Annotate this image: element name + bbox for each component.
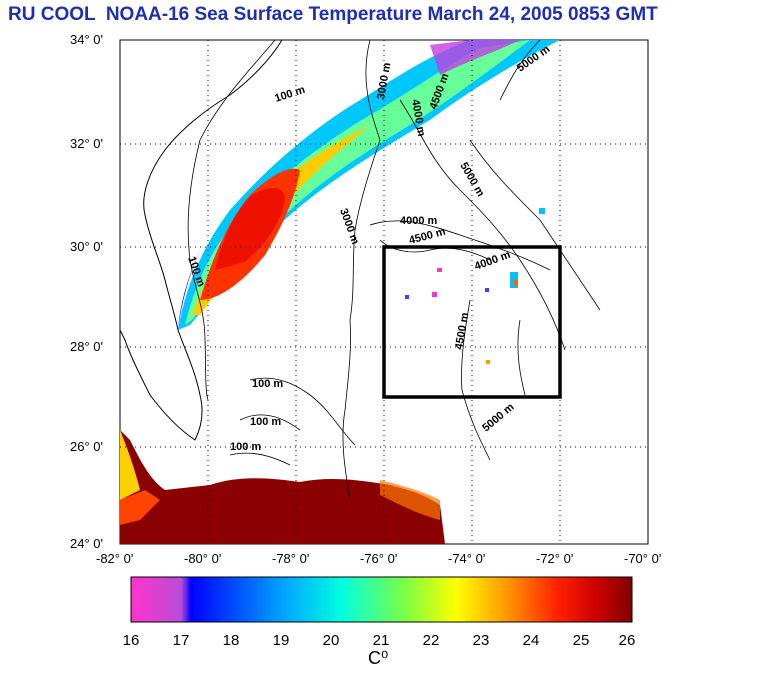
land-coastline bbox=[119, 39, 283, 441]
colorbar-tick: 18 bbox=[222, 632, 240, 649]
colorbar bbox=[130, 576, 633, 623]
colorbar-tick: 26 bbox=[618, 632, 636, 649]
colorbar-tick: 24 bbox=[522, 632, 540, 649]
colorbar-tick: 22 bbox=[422, 632, 440, 649]
lon-label: -72° 0' bbox=[536, 551, 573, 566]
contour-label-100m: 100 m bbox=[252, 378, 283, 390]
lat-label: 34° 0' bbox=[70, 32, 103, 47]
colorbar-tick: 17 bbox=[172, 632, 190, 649]
contour-label-4000m: 4000 m bbox=[400, 215, 438, 227]
colorbar-tick: 16 bbox=[122, 632, 140, 649]
colorbar-unit: C⁰ bbox=[368, 648, 389, 668]
lon-label: -74° 0' bbox=[448, 551, 485, 566]
contour-label-100m: 100 m bbox=[230, 441, 261, 453]
colorbar-tick: 20 bbox=[322, 632, 340, 649]
sst-south-warm bbox=[120, 430, 445, 544]
lat-label: 30° 0' bbox=[70, 239, 103, 254]
study-box bbox=[382, 245, 562, 399]
lat-label: 24° 0' bbox=[70, 536, 103, 551]
lon-label: -70° 0' bbox=[624, 551, 661, 566]
lat-label: 26° 0' bbox=[70, 439, 103, 454]
colorbar-tick: 21 bbox=[372, 632, 390, 649]
latitude-axis-labels: 34° 0' 32° 0' 30° 0' 28° 0' 26° 0' 24° 0… bbox=[70, 32, 103, 551]
map-title: RU COOL NOAA-16 Sea Surface Temperature … bbox=[8, 4, 658, 25]
lon-label: -82° 0' bbox=[96, 551, 133, 566]
contour-label-100m: 100 m bbox=[250, 416, 281, 428]
sst-scattered-pixels bbox=[405, 208, 545, 364]
sst-warm-band bbox=[178, 40, 560, 330]
lon-label: -76° 0' bbox=[360, 551, 397, 566]
lon-label: -80° 0' bbox=[184, 551, 221, 566]
lon-label: -78° 0' bbox=[272, 551, 309, 566]
colorbar-tick: 23 bbox=[472, 632, 490, 649]
bathymetry-contours bbox=[187, 39, 601, 501]
longitude-axis-labels: -82° 0' -80° 0' -78° 0' -76° 0' -74° 0' … bbox=[96, 551, 661, 566]
colorbar-tick: 25 bbox=[572, 632, 590, 649]
lat-label: 32° 0' bbox=[70, 136, 103, 151]
colorbar-tick: 19 bbox=[272, 632, 290, 649]
lat-label: 28° 0' bbox=[70, 339, 103, 354]
